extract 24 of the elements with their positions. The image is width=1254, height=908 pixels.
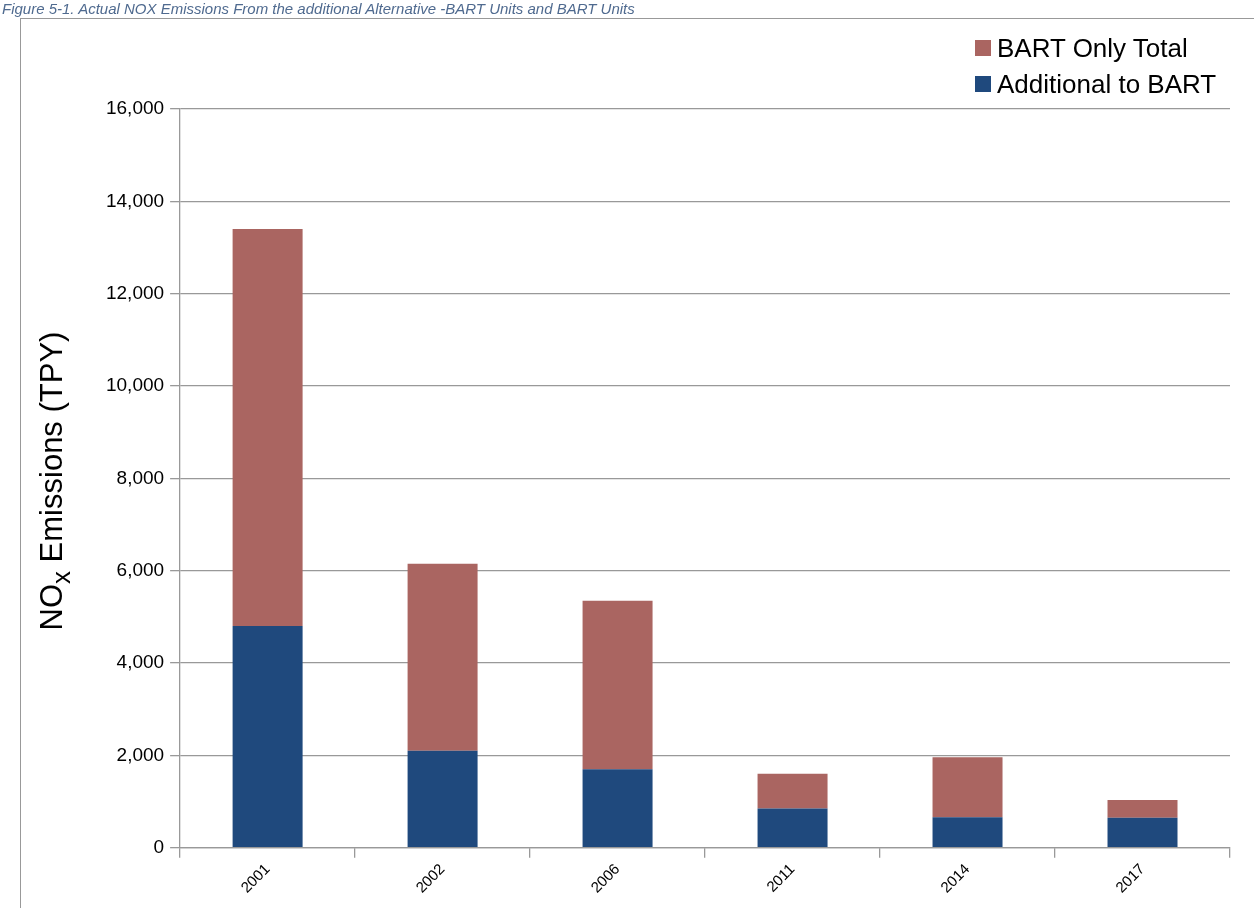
y-tick-label: 0 bbox=[153, 835, 165, 857]
y-tick-label: 4,000 bbox=[116, 651, 165, 673]
y-tick-label: 12,000 bbox=[105, 281, 165, 303]
y-tick-label: 16,000 bbox=[105, 97, 165, 119]
y-tick-label: 2,000 bbox=[116, 743, 165, 765]
chart-title: Figure 5-1. Actual NOX Emissions From the additional Alternative -BART Units and BART Units bbox=[2, 0, 635, 17]
y-tick-label: 6,000 bbox=[116, 558, 165, 580]
bar bbox=[1107, 800, 1178, 818]
bar bbox=[582, 600, 653, 770]
bar bbox=[232, 229, 303, 627]
bar bbox=[932, 817, 1003, 848]
bar bbox=[407, 563, 478, 751]
y-tick-label: 10,000 bbox=[105, 374, 165, 396]
legend-label: BART Only Total bbox=[997, 32, 1188, 64]
y-tick-label: 14,000 bbox=[105, 189, 165, 211]
y-tick-label: 8,000 bbox=[116, 466, 165, 488]
bar bbox=[932, 757, 1003, 818]
bar bbox=[757, 773, 828, 809]
bar bbox=[407, 750, 478, 848]
bar bbox=[232, 626, 303, 848]
legend-label: Additional to BART bbox=[997, 68, 1217, 100]
bar bbox=[757, 808, 828, 848]
bar bbox=[1107, 817, 1178, 848]
bar bbox=[582, 769, 653, 848]
